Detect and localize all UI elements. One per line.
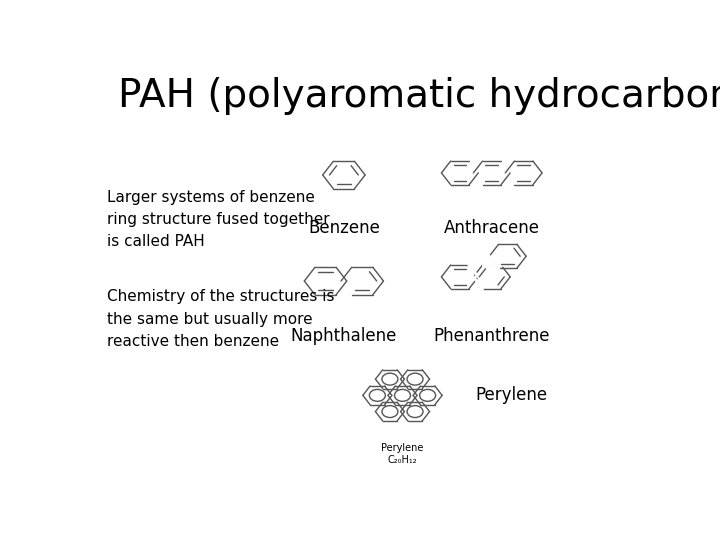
Text: Perylene: Perylene bbox=[475, 386, 547, 404]
Text: Chemistry of the structures is
the same but usually more
reactive then benzene: Chemistry of the structures is the same … bbox=[107, 289, 334, 349]
Text: Larger systems of benzene
ring structure fused together
is called PAH: Larger systems of benzene ring structure… bbox=[107, 190, 329, 249]
Text: Benzene: Benzene bbox=[308, 219, 380, 237]
Text: Naphthalene: Naphthalene bbox=[291, 327, 397, 345]
Text: Phenanthrene: Phenanthrene bbox=[433, 327, 550, 345]
Text: Perylene
C₂₀H₁₂: Perylene C₂₀H₁₂ bbox=[382, 443, 423, 465]
Text: Anthracene: Anthracene bbox=[444, 219, 540, 237]
Text: PAH (polyaromatic hydrocarbons): PAH (polyaromatic hydrocarbons) bbox=[118, 77, 720, 115]
